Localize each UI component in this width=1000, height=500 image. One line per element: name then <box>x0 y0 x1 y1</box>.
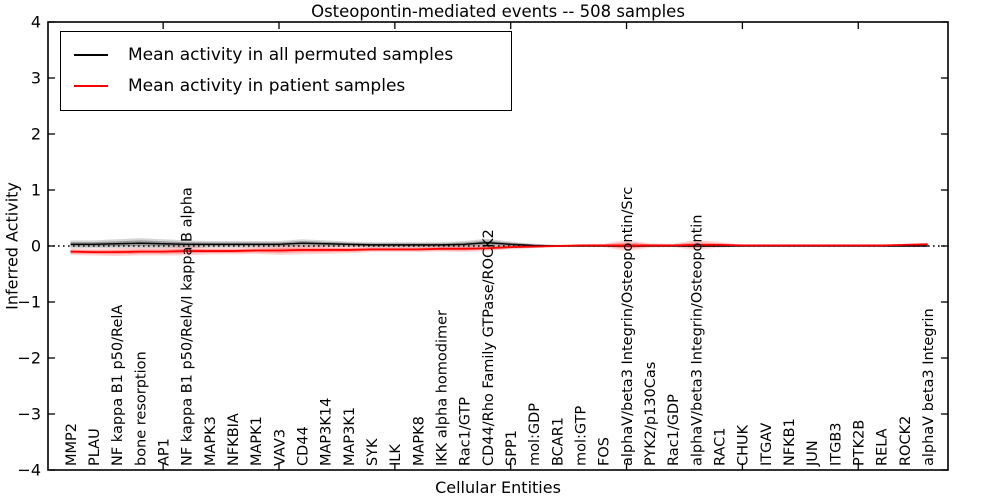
x-tick-label: alphaV/beta3 Integrin/Osteopontin <box>689 215 705 466</box>
x-tick-label: NFKBIA <box>226 413 242 466</box>
x-tick-label: CHUK <box>736 424 752 466</box>
x-tick-label: bone resorption <box>133 351 149 466</box>
x-tick-label: alphaV beta3 Integrin <box>921 308 937 466</box>
y-tick-label: −1 <box>17 293 41 312</box>
chart-title: Osteopontin-mediated events -- 508 sampl… <box>311 2 685 21</box>
x-tick-label: CD44 <box>295 426 311 466</box>
x-tick-label: alphaV/beta3 Integrin/Osteopontin/Src <box>620 187 636 466</box>
x-tick-label: PYK2/p130Cas <box>643 362 659 466</box>
x-axis-label: Cellular Entities <box>435 478 561 497</box>
series-line-patient <box>70 243 928 254</box>
legend-label-permuted: Mean activity in all permuted samples <box>128 44 454 65</box>
x-tick-label: ITGB3 <box>828 422 844 466</box>
x-tick-label: JUN <box>805 440 821 467</box>
x-tick-label: PLAU <box>87 428 103 466</box>
legend-label-patient: Mean activity in patient samples <box>128 75 406 96</box>
x-tick-label: Rac1/GDP <box>666 394 682 466</box>
x-tick-label: SPP1 <box>504 430 520 466</box>
legend-item-permuted: Mean activity in all permuted samples <box>71 39 501 70</box>
x-tick-label: MAP3K1 <box>342 407 358 466</box>
y-tick-label: 0 <box>31 237 41 256</box>
x-tick-label: NFKB1 <box>782 418 798 466</box>
x-tick-label: AP1 <box>156 438 172 466</box>
x-tick-label: BCAR1 <box>550 417 566 466</box>
x-tick-label: NF kappa B1 p50/RelA/I kappa B alpha <box>180 187 196 466</box>
y-tick-label: 2 <box>31 125 41 144</box>
x-tick-label: Rac1/GTP <box>458 397 474 466</box>
x-tick-label: IKK alpha homodimer <box>434 310 450 466</box>
x-tick-label: NF kappa B1 p50/RelA <box>110 305 126 466</box>
x-tick-label: CD44/Rho Family GTPase/ROCK2 <box>481 229 497 466</box>
y-tick-label: −3 <box>17 405 41 424</box>
y-tick-label: 4 <box>31 13 41 32</box>
x-tick-label: FOS <box>597 437 613 466</box>
x-tick-label: ILK <box>388 444 404 466</box>
x-tick-label: RAC1 <box>713 427 729 466</box>
y-tick-label: 1 <box>31 181 41 200</box>
y-tick-label: 3 <box>31 69 41 88</box>
y-tick-label: −4 <box>17 461 41 480</box>
x-tick-label: mol:GTP <box>574 406 590 466</box>
patient-line-swatch <box>74 84 108 87</box>
x-tick-label: VAV3 <box>272 429 288 466</box>
x-tick-label: MAP3K14 <box>319 398 335 466</box>
x-tick-label: MAPK1 <box>249 416 265 466</box>
x-tick-label: MMP2 <box>64 423 80 466</box>
legend: Mean activity in all permuted samples Me… <box>60 31 512 111</box>
x-tick-label: RELA <box>875 428 891 466</box>
x-tick-label: ROCK2 <box>898 416 914 466</box>
x-tick-label: mol:GDP <box>527 403 543 466</box>
y-axis-label: Inferred Activity <box>2 182 22 310</box>
legend-item-patient: Mean activity in patient samples <box>71 70 501 101</box>
y-tick-label: −2 <box>17 349 41 368</box>
plot-frame <box>47 21 949 471</box>
permuted-line-swatch <box>74 53 108 56</box>
x-tick-label: PTK2B <box>852 420 868 466</box>
x-tick-label: MAPK8 <box>411 416 427 466</box>
x-tick-label: MAPK3 <box>203 416 219 466</box>
x-tick-label: SYK <box>365 438 381 466</box>
x-tick-label: ITGAV <box>759 423 775 466</box>
